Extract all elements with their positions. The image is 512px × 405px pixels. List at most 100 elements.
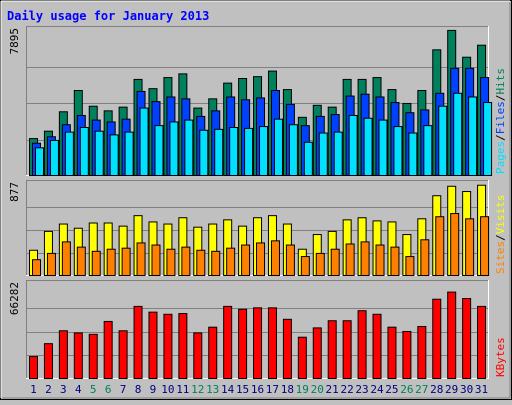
bar-pages-23 xyxy=(363,117,373,176)
bar-pages-27 xyxy=(423,125,433,176)
bar-sites-15 xyxy=(241,244,251,277)
x-tick-label-1: 1 xyxy=(30,383,37,396)
x-tick-label-3: 3 xyxy=(60,383,67,396)
bar-sites-18 xyxy=(285,244,295,277)
legend-hits: Hits xyxy=(494,68,507,95)
bar-sites-10 xyxy=(166,248,176,277)
bar-pages-5 xyxy=(94,130,104,176)
legend-files: Files xyxy=(494,101,507,134)
legend-separator: / xyxy=(494,234,507,241)
x-tick-label-27: 27 xyxy=(415,383,428,396)
bar-pages-4 xyxy=(79,126,89,176)
bar-sites-20 xyxy=(315,252,325,277)
x-tick-label-12: 12 xyxy=(191,383,204,396)
x-tick-label-28: 28 xyxy=(430,383,443,396)
bar-pages-12 xyxy=(199,129,209,176)
bar-sites-4 xyxy=(76,246,86,276)
bar-sites-23 xyxy=(360,241,370,277)
bar-kbytes-13 xyxy=(208,326,218,379)
bar-sites-27 xyxy=(420,239,430,276)
bar-sites-25 xyxy=(390,246,400,276)
x-tick-label-22: 22 xyxy=(340,383,353,396)
legend: KBytes xyxy=(494,337,507,377)
x-tick-label-16: 16 xyxy=(251,383,264,396)
bar-sites-1 xyxy=(32,259,41,277)
bar-pages-13 xyxy=(214,128,224,176)
x-tick-label-30: 30 xyxy=(460,383,473,396)
bar-sites-17 xyxy=(270,240,280,276)
x-tick-label-17: 17 xyxy=(266,383,279,396)
bar-pages-9 xyxy=(154,125,164,176)
bar-sites-19 xyxy=(300,256,310,277)
x-axis-labels: 1 2 3 4 5 6 7 8 9 10 11 12 13 14 15 16 17 18 19 20 21 22 23 24 2… xyxy=(30,383,488,396)
panel-visits-sites: 877 Sites/Visits xyxy=(8,180,507,277)
bar-kbytes-3 xyxy=(58,330,68,380)
bar-kbytes-21 xyxy=(327,320,337,379)
bar-sites-26 xyxy=(405,256,415,277)
bar-sites-14 xyxy=(226,247,236,276)
bar-pages-26 xyxy=(408,132,418,176)
bar-sites-6 xyxy=(106,248,116,277)
x-tick-label-13: 13 xyxy=(206,383,219,396)
x-tick-label-21: 21 xyxy=(326,383,339,396)
bar-kbytes-9 xyxy=(148,311,158,380)
bar-sites-28 xyxy=(435,216,445,276)
bar-pages-20 xyxy=(318,132,328,176)
bar-sites-9 xyxy=(151,244,161,277)
bar-sites-21 xyxy=(330,248,340,277)
bar-pages-11 xyxy=(184,119,194,176)
legend-pages: Pages xyxy=(494,141,507,174)
bar-pages-2 xyxy=(49,139,59,177)
bar-sites-3 xyxy=(61,241,71,277)
bar-kbytes-5 xyxy=(88,333,98,379)
x-tick-label-8: 8 xyxy=(135,383,142,396)
legend-visits: Visits xyxy=(494,195,507,235)
bar-sites-5 xyxy=(91,250,101,276)
bar-kbytes-6 xyxy=(103,320,113,380)
bar-kbytes-2 xyxy=(43,343,53,379)
x-tick-label-31: 31 xyxy=(475,383,488,396)
bar-pages-24 xyxy=(378,119,388,176)
x-tick-label-19: 19 xyxy=(296,383,309,396)
bar-kbytes-27 xyxy=(417,325,427,380)
bar-pages-6 xyxy=(109,134,119,176)
x-tick-label-23: 23 xyxy=(355,383,368,396)
bar-kbytes-19 xyxy=(297,336,307,379)
bar-sites-22 xyxy=(345,243,355,276)
x-tick-label-29: 29 xyxy=(445,383,458,396)
bar-pages-22 xyxy=(348,114,358,177)
bar-pages-10 xyxy=(169,121,179,177)
bar-kbytes-12 xyxy=(193,332,203,380)
bar-kbytes-4 xyxy=(73,332,83,380)
bar-pages-28 xyxy=(438,105,448,176)
bar-pages-17 xyxy=(273,118,283,176)
x-tick-label-5: 5 xyxy=(90,383,97,396)
bar-sites-29 xyxy=(450,213,460,276)
x-tick-label-20: 20 xyxy=(311,383,324,396)
bar-kbytes-31 xyxy=(477,305,487,379)
x-tick-label-26: 26 xyxy=(400,383,413,396)
x-tick-label-6: 6 xyxy=(105,383,112,396)
bar-kbytes-25 xyxy=(387,326,397,379)
bar-pages-30 xyxy=(468,96,478,176)
bar-pages-29 xyxy=(453,92,463,176)
bar-kbytes-30 xyxy=(462,298,472,379)
bar-kbytes-14 xyxy=(223,305,233,379)
bar-sites-2 xyxy=(46,252,56,277)
x-tick-label-7: 7 xyxy=(120,383,127,396)
bar-sites-11 xyxy=(181,246,191,276)
bar-kbytes-11 xyxy=(178,313,188,379)
bar-sites-16 xyxy=(256,242,266,276)
bar-pages-19 xyxy=(303,141,313,176)
axis-max-label: 66282 xyxy=(8,282,21,315)
bar-kbytes-10 xyxy=(163,313,173,380)
bar-sites-12 xyxy=(196,249,206,276)
bar-sites-24 xyxy=(375,244,385,277)
bar-pages-15 xyxy=(244,127,254,176)
bar-sites-13 xyxy=(211,250,221,276)
x-tick-label-25: 25 xyxy=(385,383,398,396)
